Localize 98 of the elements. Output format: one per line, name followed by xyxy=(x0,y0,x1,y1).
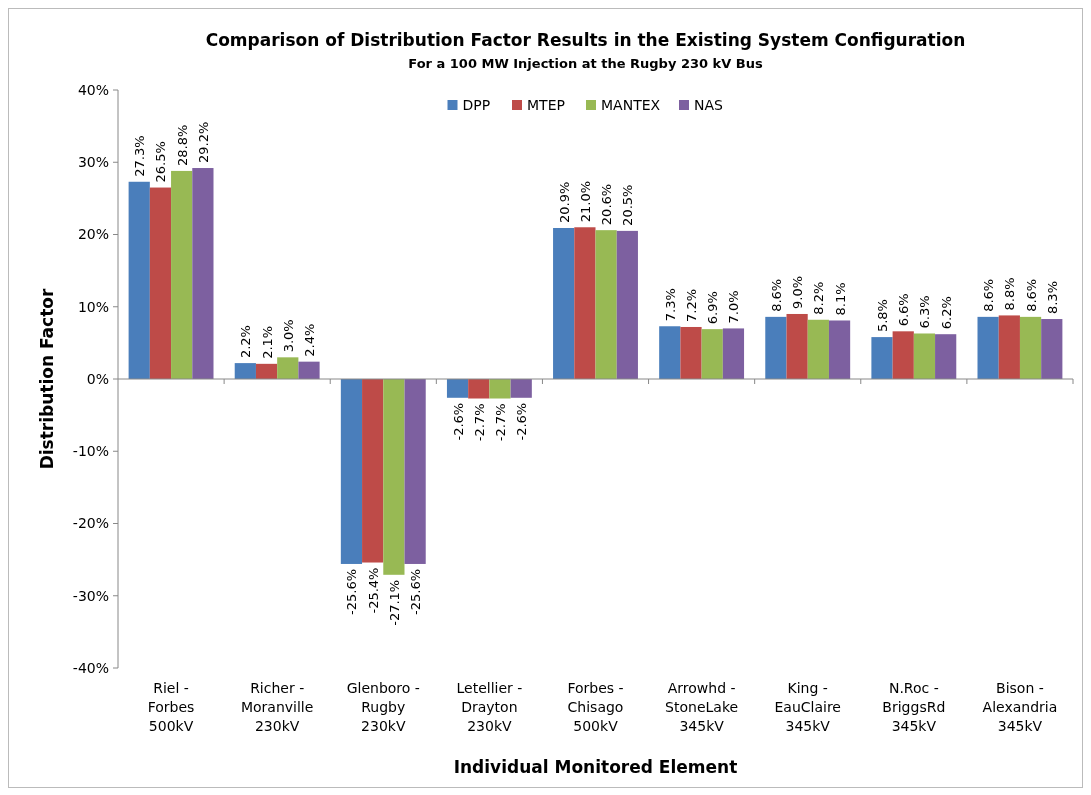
x-tick-label: Forbes - Chisago 500kV xyxy=(567,680,624,734)
x-tick-label: Bison - Alexandria 345kV xyxy=(982,680,1058,734)
data-label: 8.6% xyxy=(768,278,784,312)
data-label: 2.4% xyxy=(302,323,317,357)
bar xyxy=(913,333,936,379)
bar xyxy=(1041,319,1063,379)
x-tick-label: Glenboro - Rugby 230kV xyxy=(346,680,420,734)
data-label: 8.8% xyxy=(1002,277,1018,311)
data-label: 6.2% xyxy=(938,296,954,330)
bar xyxy=(149,187,172,379)
bar xyxy=(659,326,681,379)
legend-label: NAS xyxy=(694,96,724,113)
bar xyxy=(128,181,150,379)
data-label: 2.2% xyxy=(238,325,254,359)
data-label: 9.0% xyxy=(790,275,806,309)
bar xyxy=(935,334,957,379)
x-tick-label: N.Roc - BriggsRd 345kV xyxy=(882,680,946,734)
y-axis-title: Distribution Factor xyxy=(37,288,57,470)
legend-label: MTEP xyxy=(527,96,565,113)
data-label: 3.0% xyxy=(280,319,296,353)
bar xyxy=(192,168,214,379)
data-label: -2.6% xyxy=(450,402,466,441)
data-label: 8.3% xyxy=(1044,281,1060,315)
data-label: 8.6% xyxy=(981,278,997,312)
data-label: 7.3% xyxy=(662,288,678,322)
y-tick-label: 20% xyxy=(77,226,109,243)
data-label: 8.2% xyxy=(811,281,827,315)
bar xyxy=(234,363,256,379)
data-label: -2.6% xyxy=(514,402,530,441)
bar xyxy=(468,379,490,399)
data-label: 28.8% xyxy=(174,124,190,166)
bar xyxy=(404,379,426,564)
bar xyxy=(383,379,405,575)
data-label: 6.9% xyxy=(705,291,721,325)
data-label: 6.6% xyxy=(896,293,912,327)
bar xyxy=(510,379,532,398)
bar xyxy=(574,227,596,379)
x-tick-label: Letellier - Drayton 230kV xyxy=(456,680,523,734)
data-label: 2.1% xyxy=(259,325,275,359)
y-tick-label: -10% xyxy=(72,443,109,460)
bar xyxy=(680,326,702,379)
bar xyxy=(277,357,299,379)
bar xyxy=(828,320,851,379)
bar xyxy=(977,316,999,379)
y-tick-label: 40% xyxy=(77,81,109,98)
chart-subtitle: For a 100 MW Injection at the Rugby 230 kV Bus xyxy=(408,56,763,71)
data-label: 29.2% xyxy=(195,121,211,164)
bar xyxy=(765,316,787,379)
data-label: 20.9% xyxy=(556,181,572,223)
bar xyxy=(722,328,745,379)
data-label: -25.4% xyxy=(365,567,381,614)
bar xyxy=(362,379,384,563)
data-label: 7.2% xyxy=(684,288,699,322)
data-label: 5.8% xyxy=(875,299,890,333)
x-tick-label: King - EauClaire 345kV xyxy=(774,680,841,734)
data-label: -2.7% xyxy=(493,403,508,442)
bar xyxy=(786,313,808,379)
bar xyxy=(616,230,638,379)
data-label: -27.1% xyxy=(386,579,402,626)
bar xyxy=(255,363,278,379)
data-label: 7.0% xyxy=(726,290,742,324)
x-tick-label: Arrowhd - StoneLake 345kV xyxy=(665,680,739,734)
legend-label: MANTEX xyxy=(601,96,661,113)
x-tick-label: Riel - Forbes 500kV xyxy=(147,680,195,734)
bar xyxy=(340,379,363,564)
data-label: 8.1% xyxy=(832,282,848,316)
bar xyxy=(446,379,469,398)
bar xyxy=(892,331,914,379)
data-label: 20.5% xyxy=(620,184,636,226)
data-label: -2.7% xyxy=(471,403,487,442)
y-tick-label: 30% xyxy=(77,154,109,171)
data-label: 21.0% xyxy=(577,180,593,223)
chart-title: Comparison of Distribution Factor Results in the Existing System Configuration xyxy=(205,30,966,50)
data-label: -25.6% xyxy=(344,568,360,615)
legend-label: DPP xyxy=(462,96,491,113)
y-tick-label: 10% xyxy=(77,298,109,315)
bar xyxy=(595,230,617,379)
y-tick-label: -20% xyxy=(72,515,109,532)
x-axis-title: Individual Monitored Element xyxy=(453,757,738,777)
bar xyxy=(171,170,193,379)
data-label: -25.6% xyxy=(408,568,424,615)
y-tick-label: -40% xyxy=(72,659,109,676)
data-label: 6.3% xyxy=(917,295,933,329)
bar xyxy=(807,319,829,379)
data-label: 8.6% xyxy=(1023,278,1039,312)
bar xyxy=(998,315,1020,379)
bar xyxy=(701,329,723,379)
bar xyxy=(489,379,511,399)
y-tick-label: -30% xyxy=(72,587,109,604)
y-tick-label: 0% xyxy=(86,370,109,387)
x-tick-label: Richer - Moranville 230kV xyxy=(240,680,314,734)
bar xyxy=(871,337,893,379)
data-label: 26.5% xyxy=(153,141,169,183)
data-label: 27.3% xyxy=(132,135,148,177)
bar xyxy=(553,228,575,379)
data-label: 20.6% xyxy=(599,183,615,226)
bar xyxy=(298,361,320,379)
bar xyxy=(1019,316,1042,379)
